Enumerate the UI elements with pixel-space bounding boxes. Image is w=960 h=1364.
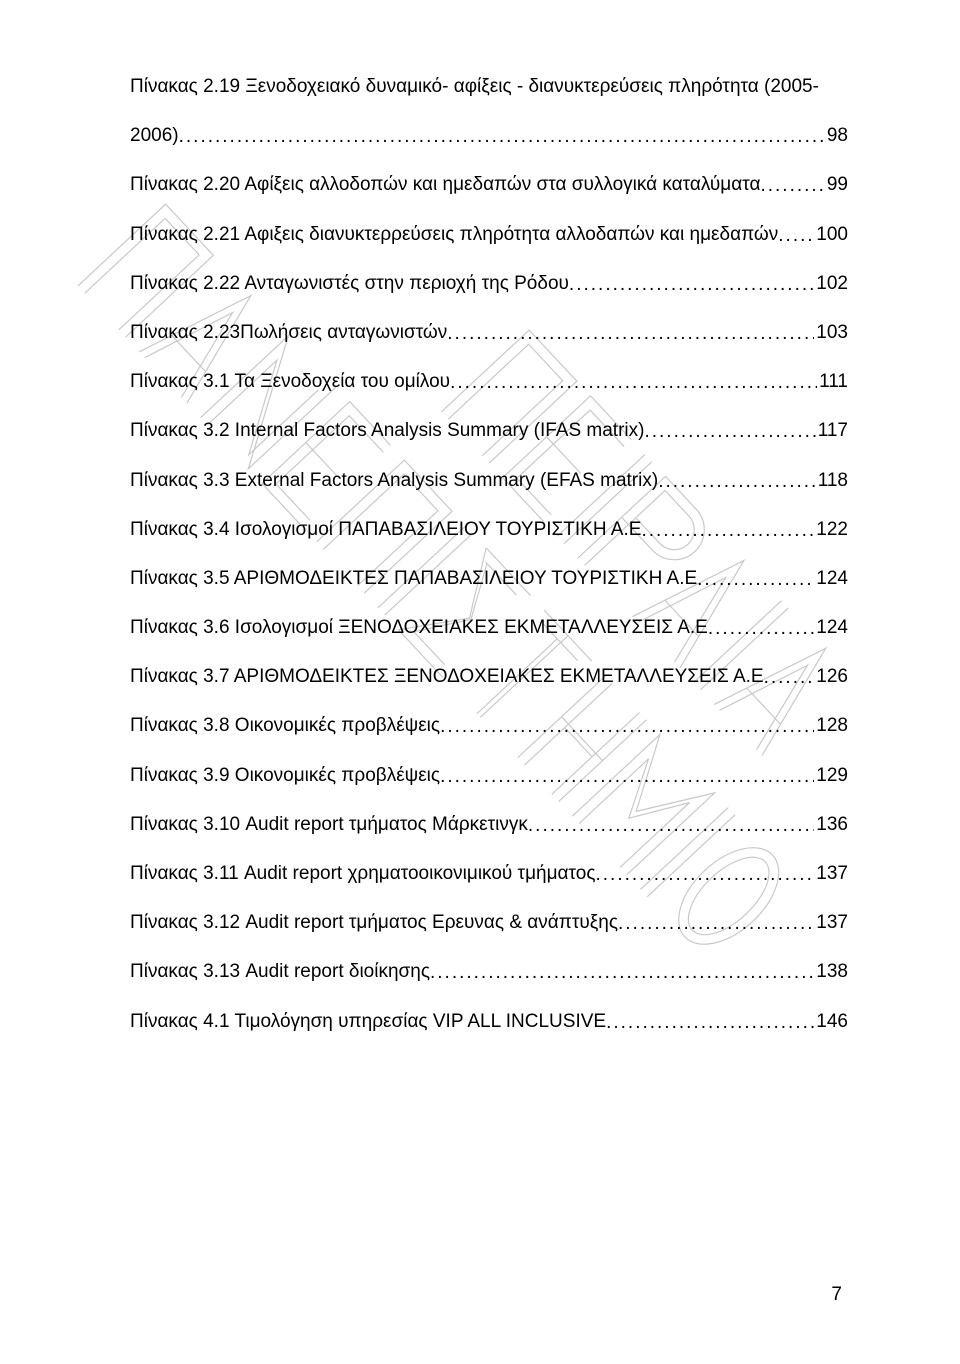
toc-entry-label: Πίνακας 3.9 Οικονομικές προβλέψεις [130,764,440,789]
toc-entry-page: 128 [814,714,848,739]
toc-leader-dots [760,174,824,199]
toc-leader-dots [179,125,825,150]
toc-leader-dots [440,765,814,790]
toc-entry-page: 99 [825,173,848,198]
toc-entry-page: 111 [817,370,848,395]
toc-entry-page: 103 [814,321,848,346]
toc-entry: Πίνακας 2.21 Αφιξεις διανυκτερρεύσεις πλ… [130,223,848,248]
toc-entry-page: 126 [814,665,848,690]
toc-entry-page: 98 [825,124,848,149]
toc-entry-page: 146 [814,1010,848,1035]
toc-leader-dots [430,961,814,986]
toc-entry-label: 2006) [130,124,179,149]
toc-entry-label: Πίνακας 3.3 External Factors Analysis Su… [130,469,658,494]
toc-leader-dots [528,814,814,839]
toc-entry-page: 124 [814,616,848,641]
toc-leader-dots [708,617,814,642]
toc-entry: Πίνακας 3.10 Audit report τμήματος Μάρκε… [130,813,848,838]
toc-entry: Πίνακας 4.1 Τιμολόγηση υπηρεσίας VIP ALL… [130,1010,848,1035]
toc-entry-label: Πίνακας 3.1 Τα Ξενοδοχεία του ομίλου [130,370,450,395]
toc-leader-dots [778,224,814,249]
toc-entry-label: Πίνακας 3.13 Audit report διοίκησης [130,960,430,985]
toc-leader-dots [450,371,817,396]
table-of-contents: Πίνακας 2.19 Ξενοδοχειακό δυναμικό- αφίξ… [130,75,848,1034]
toc-entry-page: 137 [814,911,848,936]
toc-entry-page: 136 [814,813,848,838]
toc-entry-page: 102 [814,272,848,297]
toc-entry: Πίνακας 3.8 Οικονομικές προβλέψεις 128 [130,714,848,739]
toc-entry-page: 129 [814,764,848,789]
toc-entry-page: 117 [816,419,848,444]
toc-entry-label: Πίνακας 3.5 ΑΡΙΘΜΟΔΕΙΚΤΕΣ ΠΑΠΑΒΑΣΙΛΕΙΟΥ … [130,567,697,592]
toc-leader-dots [440,715,814,740]
toc-entry-page: 118 [816,469,848,494]
toc-entry-page: 122 [814,518,848,543]
toc-entry-label: Πίνακας 3.10 Audit report τμήματος Μάρκε… [130,813,528,838]
toc-entry-label: Πίνακας 3.6 Ισολογισμοί ΞΕΝΟΔΟΧΕΙΑΚΕΣ ΕΚ… [130,616,708,641]
toc-entry-page: 138 [814,960,848,985]
toc-leader-dots [644,420,815,445]
toc-entry: Πίνακας 2.23Πωλήσεις ανταγωνιστών 103 [130,321,848,346]
toc-leader-dots [697,568,814,593]
toc-entry: Πίνακας 3.6 Ισολογισμοί ΞΕΝΟΔΟΧΕΙΑΚΕΣ ΕΚ… [130,616,848,641]
toc-entry: Πίνακας 3.7 ΑΡΙΘΜΟΔΕΙΚΤΕΣ ΞΕΝΟΔΟΧΕΙΑΚΕΣ … [130,665,848,690]
toc-entry-page: 100 [814,223,848,248]
toc-entry-label: Πίνακας 4.1 Τιμολόγηση υπηρεσίας VIP ALL… [130,1010,606,1035]
toc-entry-label: Πίνακας 3.2 Internal Factors Analysis Su… [130,419,644,444]
toc-leader-dots [641,519,814,544]
toc-leader-dots [618,912,814,937]
toc-entry: Πίνακας 3.12 Audit report τμήματος Ερευν… [130,911,848,936]
toc-entry-label: Πίνακας 2.21 Αφιξεις διανυκτερρεύσεις πλ… [130,223,778,248]
toc-leader-dots [764,666,815,691]
toc-entry-label: Πίνακας 3.4 Ισολογισμοί ΠΑΠΑΒΑΣΙΛΕΙΟΥ ΤΟ… [130,518,641,543]
toc-leader-dots [595,863,814,888]
toc-entry: Πίνακας 3.11 Audit report χρηματοοικονιμ… [130,862,848,887]
toc-entry-page: 124 [814,567,848,592]
toc-entry: Πίνακας 2.19 Ξενοδοχειακό δυναμικό- αφίξ… [130,75,848,149]
toc-entry-label: Πίνακας 2.23Πωλήσεις ανταγωνιστών [130,321,447,346]
toc-leader-dots [447,322,814,347]
page: Πίνακας 2.19 Ξενοδοχειακό δυναμικό- αφίξ… [0,0,960,1364]
toc-entry-label: Πίνακας 3.11 Audit report χρηματοοικονιμ… [130,862,595,887]
toc-entry: Πίνακας 3.2 Internal Factors Analysis Su… [130,419,848,444]
toc-entry: Πίνακας 2.20 Αφίξεις αλλοδοπών και ημεδα… [130,173,848,198]
toc-entry-label: Πίνακας 3.12 Audit report τμήματος Ερευν… [130,911,618,936]
toc-entry: Πίνακας 3.5 ΑΡΙΘΜΟΔΕΙΚΤΕΣ ΠΑΠΑΒΑΣΙΛΕΙΟΥ … [130,567,848,592]
toc-entry-label: Πίνακας 2.19 Ξενοδοχειακό δυναμικό- αφίξ… [130,75,848,100]
toc-entry: Πίνακας 3.13 Audit report διοίκησης 138 [130,960,848,985]
page-number: 7 [831,1284,842,1306]
toc-leader-dots [606,1011,814,1036]
toc-entry: Πίνακας 3.4 Ισολογισμοί ΠΑΠΑΒΑΣΙΛΕΙΟΥ ΤΟ… [130,518,848,543]
toc-entry: Πίνακας 3.9 Οικονομικές προβλέψεις 129 [130,764,848,789]
toc-entry: Πίνακας 3.1 Τα Ξενοδοχεία του ομίλου 111 [130,370,848,395]
toc-leader-dots [658,470,816,495]
toc-entry-page: 137 [814,862,848,887]
toc-entry-label: Πίνακας 2.20 Αφίξεις αλλοδοπών και ημεδα… [130,173,760,198]
toc-entry-label: Πίνακας 2.22 Ανταγωνιστές στην περιοχή τ… [130,272,569,297]
toc-entry: Πίνακας 2.22 Ανταγωνιστές στην περιοχή τ… [130,272,848,297]
toc-entry-label: Πίνακας 3.7 ΑΡΙΘΜΟΔΕΙΚΤΕΣ ΞΕΝΟΔΟΧΕΙΑΚΕΣ … [130,665,764,690]
toc-leader-dots [569,273,814,298]
toc-entry: Πίνακας 3.3 External Factors Analysis Su… [130,469,848,494]
toc-entry-label: Πίνακας 3.8 Οικονομικές προβλέψεις [130,714,440,739]
